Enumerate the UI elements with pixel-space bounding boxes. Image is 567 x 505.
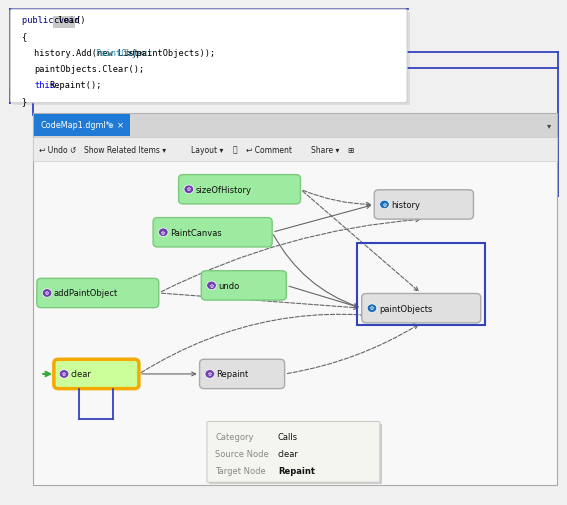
Text: ↺: ↺ [70,145,76,155]
Text: Share ▾: Share ▾ [311,145,339,155]
FancyBboxPatch shape [200,360,285,389]
Circle shape [205,370,214,379]
Text: ✿: ✿ [370,306,374,311]
Text: ✿: ✿ [62,372,66,377]
Text: Source Node: Source Node [215,449,269,458]
Text: PaintObject: PaintObject [95,48,153,58]
Text: clear: clear [278,449,299,458]
Text: ↩ Undo: ↩ Undo [39,145,67,155]
Circle shape [42,289,52,297]
Circle shape [206,281,216,290]
FancyBboxPatch shape [201,271,286,300]
Text: sizeOfHistory: sizeOfHistory [196,185,252,194]
Text: ✿: ✿ [45,291,49,296]
Text: ✿: ✿ [209,283,214,288]
Text: this.: this. [34,81,60,90]
Text: ×: × [117,121,124,130]
Circle shape [184,185,194,194]
Bar [33,114,557,485]
FancyBboxPatch shape [374,190,473,220]
FancyBboxPatch shape [179,175,301,205]
Bar [13,13,410,106]
FancyBboxPatch shape [207,422,380,482]
FancyBboxPatch shape [37,279,159,308]
Circle shape [380,200,389,209]
Text: >(paintObjects));: >(paintObjects)); [126,48,215,58]
Text: }: } [22,97,27,106]
Text: Calls: Calls [278,432,298,441]
Text: addPaintObject: addPaintObject [54,289,118,298]
Text: Show Related Items ▾: Show Related Items ▾ [84,145,166,155]
Bar [357,243,485,326]
Text: 🔍: 🔍 [232,145,237,155]
Text: public void: public void [22,16,84,25]
FancyBboxPatch shape [362,294,481,323]
Text: ⊕: ⊕ [108,123,113,129]
Text: Repaint: Repaint [217,370,249,379]
Text: Repaint();: Repaint(); [49,81,102,90]
Text: clear: clear [71,370,92,379]
Circle shape [367,304,376,313]
Text: paintObjects: paintObjects [379,304,432,313]
Bar [209,424,382,484]
FancyBboxPatch shape [153,218,272,247]
Text: paintObjects.Clear();: paintObjects.Clear(); [34,65,144,74]
Text: history.Add(new List<: history.Add(new List< [34,48,144,58]
Text: (): () [75,16,86,25]
Text: undo: undo [218,281,239,290]
Bar [53,17,75,29]
Text: CodeMap1.dgml*: CodeMap1.dgml* [41,121,111,130]
Circle shape [159,228,168,237]
Text: ✿: ✿ [382,203,387,208]
Bar [33,114,557,138]
Bar [34,115,130,137]
FancyBboxPatch shape [10,10,407,104]
Text: PaintCanvas: PaintCanvas [170,228,222,237]
Text: ▾: ▾ [547,121,551,130]
Text: ⊞: ⊞ [348,145,354,155]
Text: history: history [391,200,420,210]
Text: clear: clear [53,16,79,25]
Text: ↩ Comment: ↩ Comment [246,145,292,155]
Text: Category: Category [215,432,254,441]
Text: Layout ▾: Layout ▾ [191,145,223,155]
Text: {: { [22,32,27,41]
Text: ✿: ✿ [208,372,212,377]
Text: Repaint: Repaint [278,466,315,475]
FancyBboxPatch shape [54,360,139,389]
Text: ✿: ✿ [187,187,191,192]
Circle shape [59,370,69,379]
Text: Target Node: Target Node [215,466,266,475]
Text: ✿: ✿ [161,230,166,235]
Bar [33,138,557,162]
